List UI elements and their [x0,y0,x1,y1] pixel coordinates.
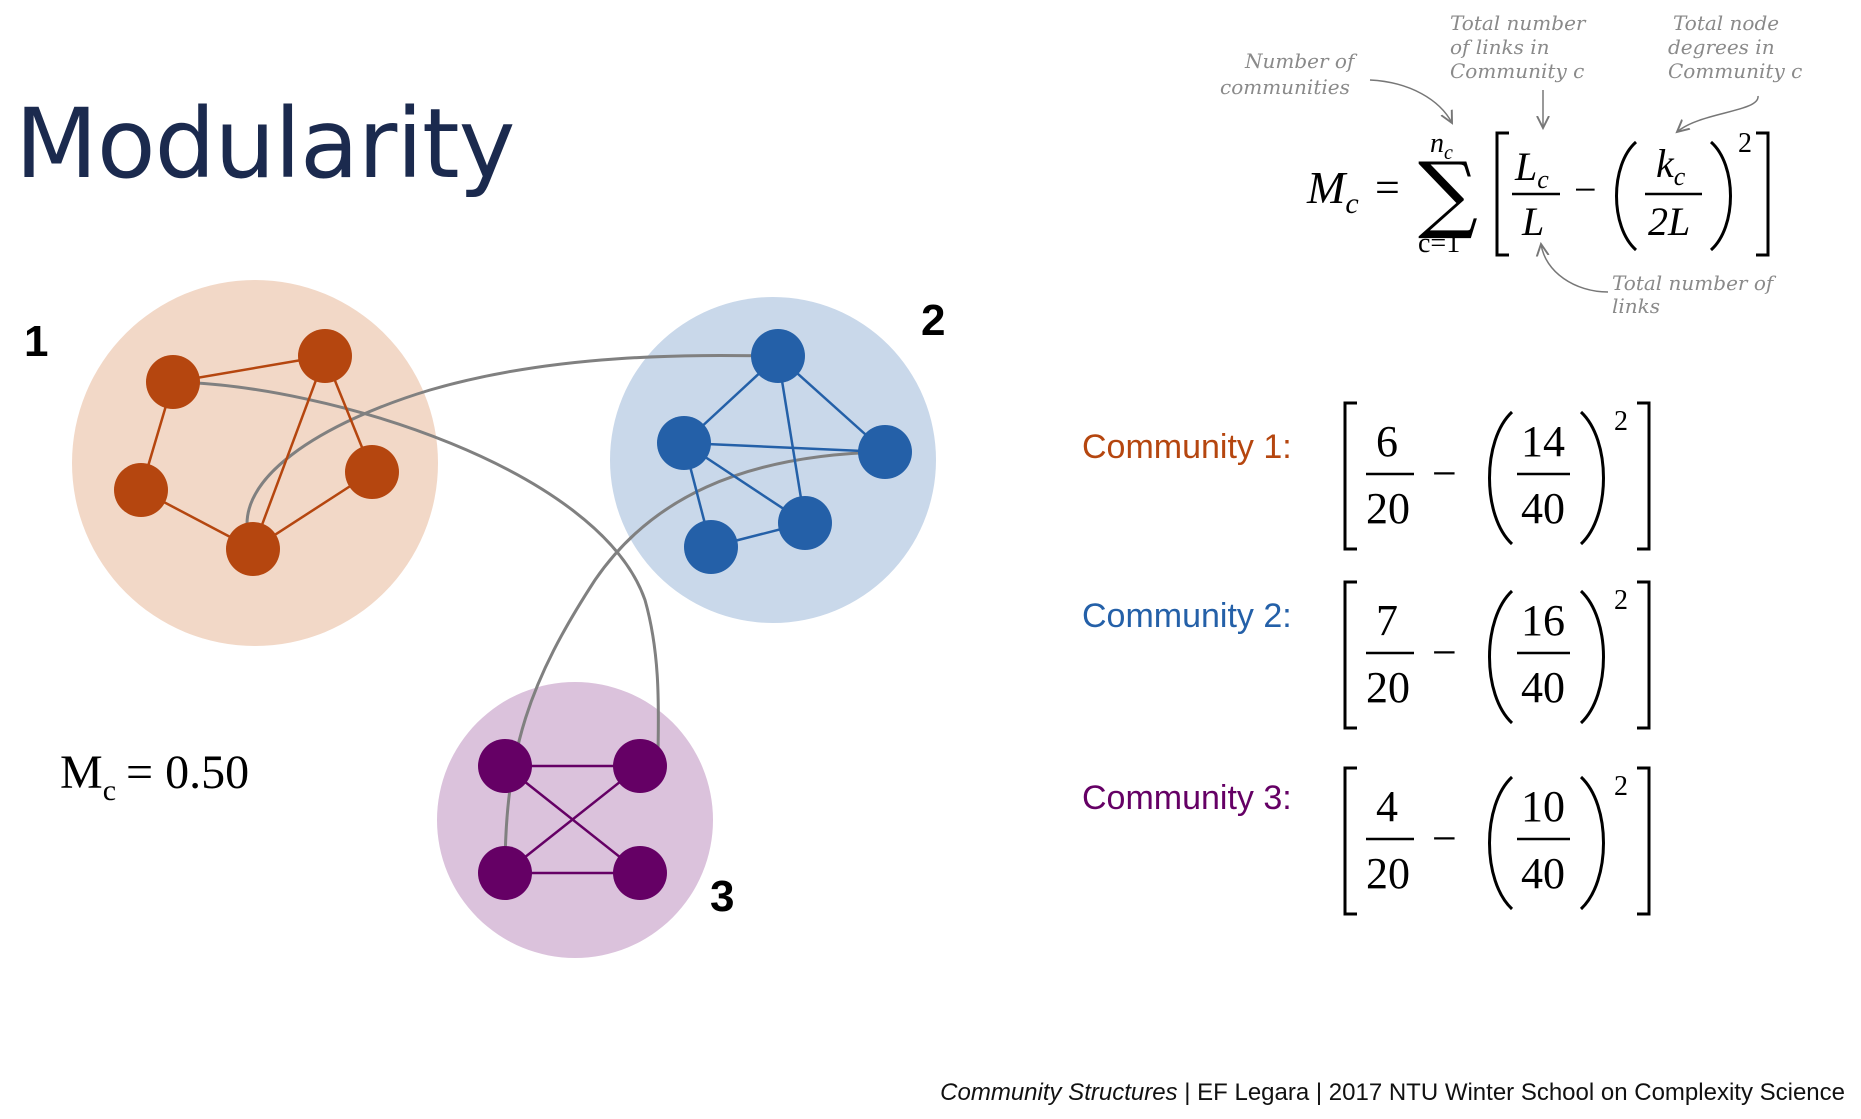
node [613,739,667,793]
community-1-number: 1 [24,317,48,366]
node [345,445,399,499]
note-degrees-l1: Total node [1673,11,1779,35]
network-diagram: 1 2 3 Mc = 0.50 [24,280,945,958]
svg-text:40: 40 [1521,484,1565,533]
note-communities-l2: communities [1220,75,1350,99]
edge-1-2 [245,354,779,550]
node [478,739,532,793]
svg-text:7: 7 [1376,596,1398,645]
node [613,846,667,900]
note-degrees-l2: degrees in [1668,35,1775,59]
svg-text:20: 20 [1366,849,1410,898]
note-total-l1: Total number of [1612,271,1777,295]
node [146,355,200,409]
calc-community-1: Community 1: 6 20 − 14 40 2 [1082,401,1651,551]
node [226,522,280,576]
note-communities-l1: Number of [1244,49,1358,73]
slide-footer: Community Structures | EF Legara | 2017 … [940,1079,1845,1107]
node [684,520,738,574]
node [478,846,532,900]
edge-1-3 [172,380,660,763]
calc-label: Community 2: [1082,597,1292,635]
formula-frac1-den: L [1521,199,1544,244]
community-2-nodes [657,329,912,574]
svg-text:−: − [1432,814,1457,863]
formula-frac2-num: kc [1656,141,1686,191]
svg-text:−: − [1432,449,1457,498]
node [298,329,352,383]
svg-text:2: 2 [1614,771,1628,802]
modularity-formula: Mc = ∑ nc c=1 Lc L − kc 2L 2 [1306,128,1770,259]
slide-title: Modularity [15,88,515,200]
note-links-l2: of links in [1450,35,1550,59]
formula-lhs: Mc [1306,162,1359,220]
formula-equals: = [1375,163,1400,212]
formula-sum-upper: nc [1430,128,1453,164]
formula-left-bracket [1495,131,1509,257]
svg-text:40: 40 [1521,849,1565,898]
note-degrees-l3: Community c [1668,59,1802,83]
formula-minus: − [1574,167,1597,212]
community-3-number: 3 [710,872,734,921]
community-1-nodes [114,329,399,576]
svg-text:2: 2 [1614,406,1628,437]
svg-text:20: 20 [1366,484,1410,533]
annotation-arrows [1369,79,1759,293]
formula-frac1-num: Lc [1514,144,1549,194]
community-calculations: Community 1: 6 20 − 14 40 2 Community 2:… [1082,401,1651,916]
note-links-l1: Total number [1450,11,1587,35]
calc-label: Community 1: [1082,428,1292,466]
modularity-result: Mc = 0.50 [60,746,249,807]
note-links-l3: Community c [1450,59,1584,83]
community-2-number: 2 [921,296,945,345]
node [778,496,832,550]
calc-community-2: Community 2: 7 20 − 16 40 2 [1082,580,1651,730]
svg-text:2: 2 [1614,585,1628,616]
footer-topic: Community Structures [940,1079,1178,1106]
svg-text:4: 4 [1376,782,1398,831]
svg-text:−: − [1432,628,1457,677]
svg-text:16: 16 [1521,596,1565,645]
formula-frac2-den: 2L [1648,199,1690,244]
node [751,329,805,383]
formula-exponent: 2 [1738,128,1752,159]
svg-text:6: 6 [1376,417,1398,466]
community-3-nodes [478,739,667,900]
svg-text:14: 14 [1521,417,1565,466]
node [657,416,711,470]
svg-text:10: 10 [1521,782,1565,831]
formula-right-bracket [1756,131,1770,257]
formula-annotations: Number of communities Total number of li… [1220,11,1802,318]
calc-label: Community 3: [1082,779,1292,817]
svg-text:20: 20 [1366,663,1410,712]
note-total-l2: links [1612,294,1660,318]
node [858,425,912,479]
svg-text:40: 40 [1521,663,1565,712]
node [114,463,168,517]
formula-sigma: ∑ [1418,144,1478,242]
calc-community-3: Community 3: 4 20 − 10 40 2 [1082,766,1651,916]
formula-sum-lower: c=1 [1418,228,1460,259]
footer-credit: | EF Legara | 2017 NTU Winter School on … [1177,1079,1845,1106]
